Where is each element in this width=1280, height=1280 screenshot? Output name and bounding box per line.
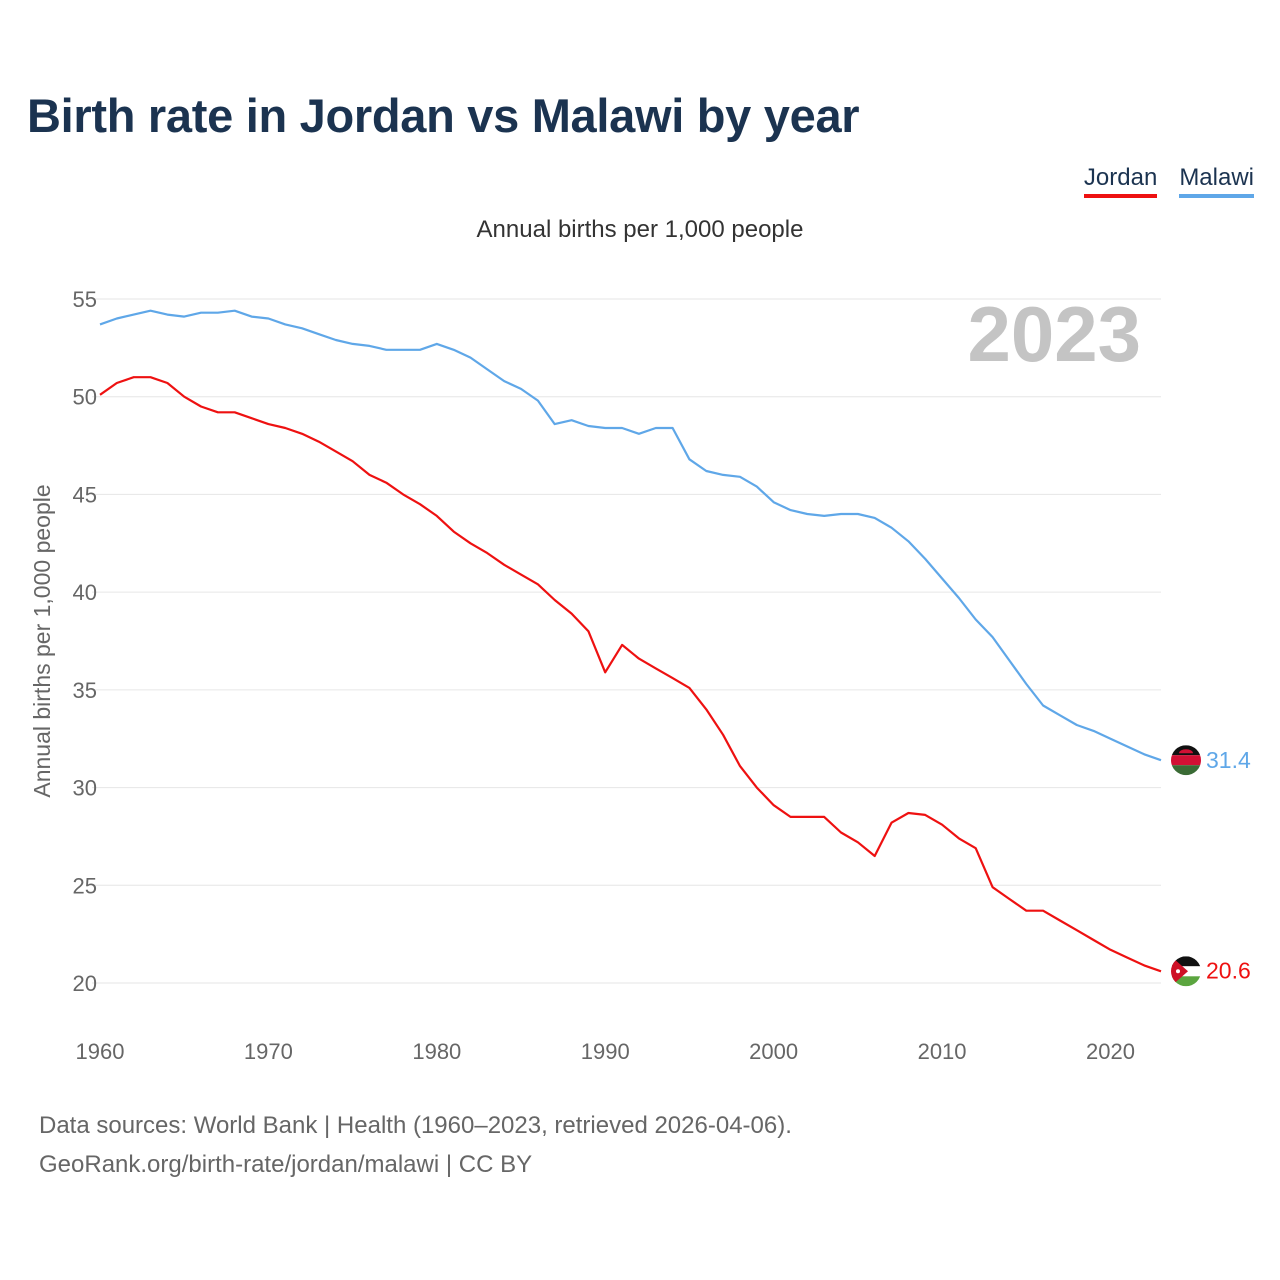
x-axis-ticks: 1960 1970 1980 1990 2000 2010 2020 [76, 1039, 1135, 1064]
legend-item-malawi[interactable]: Malawi [1179, 164, 1254, 198]
data-source-note: Data sources: World Bank | Health (1960–… [39, 1112, 792, 1139]
x-tick-label: 1960 [76, 1039, 125, 1064]
y-tick-label: 25 [73, 873, 97, 898]
jordan-end-value: 20.6 [1206, 957, 1251, 983]
chart-title: Birth rate in Jordan vs Malawi by year [27, 89, 860, 142]
x-tick-label: 1980 [412, 1039, 461, 1064]
footer: Data sources: World Bank | Health (1960–… [39, 1106, 792, 1184]
y-tick-label: 20 [73, 971, 97, 996]
y-tick-label: 55 [73, 287, 97, 312]
gridlines [92, 298, 1161, 984]
chart-subtitle: Annual births per 1,000 people [476, 216, 804, 243]
series-line-malawi [99, 309, 1162, 762]
legend: Jordan Malawi [1083, 164, 1254, 198]
x-tick-label: 1990 [581, 1039, 630, 1064]
y-tick-label: 45 [73, 482, 97, 507]
malawi-flag-icon [1171, 745, 1201, 776]
attribution-link[interactable]: GeoRank.org/birth-rate/jordan/malawi | C… [39, 1151, 533, 1178]
series-lines [99, 309, 1162, 973]
series-line-jordan [99, 376, 1162, 973]
y-tick-label: 50 [73, 385, 97, 410]
jordan-flag-icon [1171, 956, 1201, 987]
x-tick-label: 2000 [749, 1039, 798, 1064]
x-tick-label: 1970 [244, 1039, 293, 1064]
malawi-end-value: 31.4 [1206, 747, 1251, 773]
y-axis-ticks: 20 25 30 35 40 45 50 55 [73, 287, 97, 996]
y-tick-label: 30 [73, 776, 97, 801]
x-tick-label: 2010 [918, 1039, 967, 1064]
legend-item-jordan[interactable]: Jordan [1083, 164, 1158, 198]
y-tick-label: 40 [73, 580, 97, 605]
year-watermark: 2023 [967, 290, 1141, 378]
series-end-markers: 31.4 20.6 [1171, 745, 1251, 987]
y-axis-label: Annual births per 1,000 people [29, 484, 55, 797]
x-tick-label: 2020 [1086, 1039, 1135, 1064]
y-tick-label: 35 [73, 678, 97, 703]
